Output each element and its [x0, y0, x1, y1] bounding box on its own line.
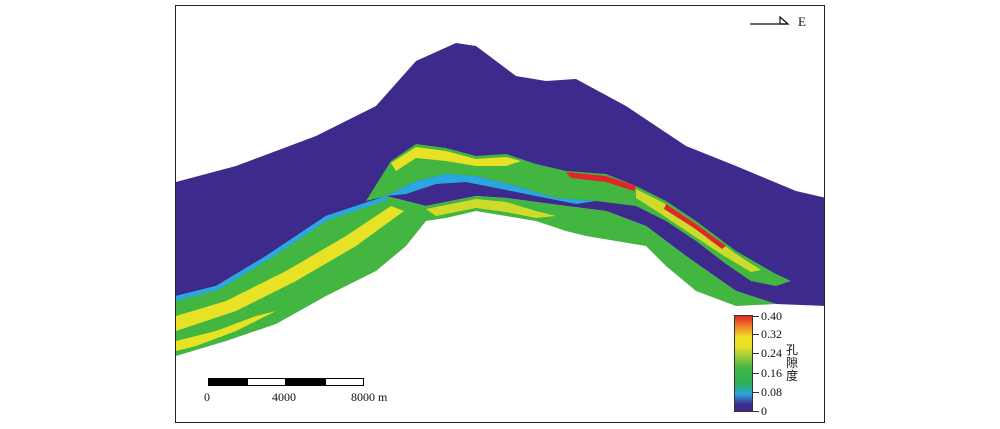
legend-tick [753, 392, 759, 393]
scale-segment [208, 378, 247, 386]
legend-label: 0.16 [761, 366, 782, 380]
legend-title: 孔隙度 [786, 343, 799, 383]
legend-tick [753, 334, 759, 335]
porosity-color-bar [734, 315, 753, 412]
upper-band-cyan [386, 174, 596, 204]
lower-band-yellow-2 [426, 199, 556, 218]
north-arrow-icon [750, 15, 790, 25]
legend-tick [753, 411, 759, 412]
scale-bar [208, 378, 364, 387]
lower-band-yellow-3 [176, 311, 276, 351]
legend-label: 0 [761, 404, 767, 418]
legend-label: 0.40 [761, 309, 782, 323]
scale-tick-label: 8000 m [351, 390, 388, 404]
upper-band-red-east [664, 204, 726, 249]
legend-label: 0.08 [761, 385, 782, 399]
scale-tick-label: 4000 [272, 390, 296, 404]
scale-segment [286, 378, 325, 386]
lower-band-cyan [176, 196, 388, 301]
scale-tick-label: 0 [204, 390, 210, 404]
upper-band-yellow [391, 147, 521, 171]
porosity-cross-section [176, 43, 824, 356]
lower-reservoir-band [176, 196, 776, 356]
legend-label: 0.32 [761, 327, 782, 341]
legend-tick [753, 353, 759, 354]
north-arrow-label: E [798, 14, 806, 29]
legend-tick [753, 373, 759, 374]
map-frame [175, 5, 825, 423]
upper-band-red [566, 172, 636, 191]
legend-label: 0.24 [761, 346, 782, 360]
scale-segment [325, 378, 364, 386]
legend-tick [753, 316, 759, 317]
scale-segment [247, 378, 286, 386]
lower-band-yellow-1 [176, 206, 404, 331]
